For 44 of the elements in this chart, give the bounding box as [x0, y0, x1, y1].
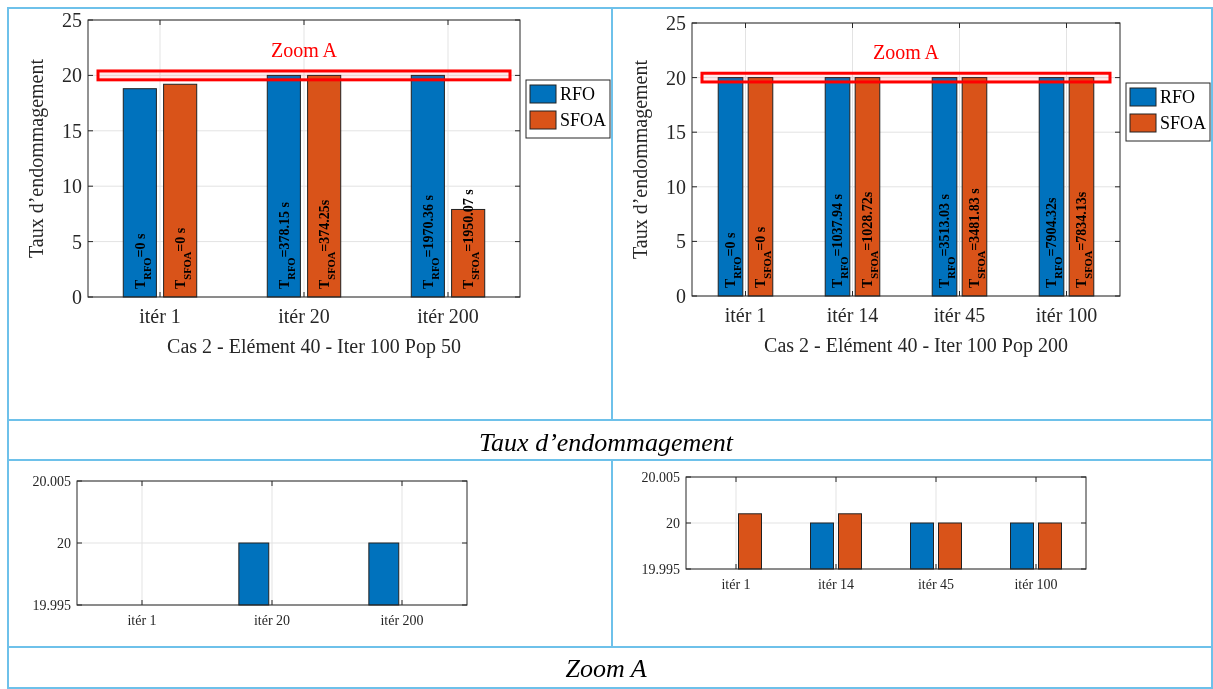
band-label: Zoom A [872, 41, 940, 64]
y-tick-label: 19.995 [32, 597, 71, 613]
x-tick-label: itér 100 [1035, 304, 1098, 326]
legend-label: RFO [1160, 87, 1196, 108]
y-tick-label: 0 [72, 286, 82, 308]
text: Zoom A [565, 654, 647, 684]
band-label: Zoom A [270, 38, 338, 61]
y-tick-label: 19.995 [641, 561, 680, 577]
x-tick-label: itér 14 [817, 577, 855, 592]
legend-label: SFOA [1160, 113, 1207, 134]
x-tick-label: itér 20 [278, 305, 330, 327]
x-tick-label: itér 200 [417, 305, 479, 327]
y-tick-label: 20 [57, 535, 71, 551]
y-tick-label: 10 [62, 175, 82, 198]
y-tick-label: 20 [62, 64, 82, 87]
y-tick-label: 0 [676, 285, 686, 307]
text: Taux d’endommagement [479, 428, 734, 458]
x-tick-label: itér 45 [917, 577, 955, 592]
y-tick-label: 20 [666, 515, 680, 531]
y-tick-label: 15 [666, 121, 686, 144]
y-axis-title: Taux d’endommagement [25, 58, 48, 259]
x-tick-label: itér 45 [933, 304, 986, 326]
y-tick-label: 20 [666, 66, 686, 89]
y-tick-label: 20.005 [641, 469, 680, 485]
x-tick-label: itér 14 [826, 304, 879, 326]
x-axis-title: Cas 2 - Elément 40 - Iter 100 Pop 200 [764, 334, 1068, 357]
x-tick-label: itér 200 [380, 613, 424, 628]
x-axis-title: Cas 2 - Elément 40 - Iter 100 Pop 50 [167, 335, 461, 358]
legend-label: SFOA [560, 110, 607, 131]
x-tick-label: itér 1 [127, 613, 157, 628]
y-tick-label: 5 [72, 230, 82, 253]
y-tick-label: 20.005 [32, 473, 71, 489]
x-tick-label: itér 1 [724, 304, 767, 326]
y-tick-label: 15 [62, 119, 82, 142]
y-tick-label: 25 [666, 12, 686, 34]
legend-label: RFO [560, 84, 596, 105]
y-tick-label: 10 [666, 175, 686, 198]
y-tick-label: 25 [62, 9, 82, 31]
x-tick-label: itér 20 [253, 613, 291, 628]
y-tick-label: 5 [676, 230, 686, 253]
x-tick-label: itér 1 [721, 577, 751, 592]
x-tick-label: itér 100 [1014, 577, 1058, 592]
y-axis-title: Taux d’endommagement [629, 59, 652, 260]
x-tick-label: itér 1 [139, 305, 181, 327]
